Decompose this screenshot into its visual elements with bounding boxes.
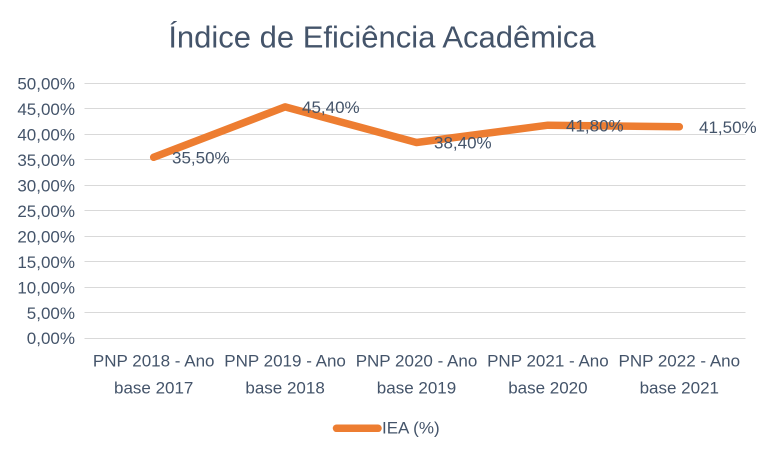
svg-text:20,00%: 20,00% [17,227,75,246]
svg-text:15,00%: 15,00% [17,253,75,272]
svg-text:38,40%: 38,40% [434,134,492,153]
svg-text:PNP 2020 - Ano: PNP 2020 - Ano [356,352,478,371]
svg-text:PNP 2021 - Ano: PNP 2021 - Ano [487,352,609,371]
svg-text:45,00%: 45,00% [17,100,75,119]
svg-text:45,40%: 45,40% [302,98,360,117]
svg-text:10,00%: 10,00% [17,278,75,297]
svg-text:PNP 2019 - Ano: PNP 2019 - Ano [224,352,346,371]
svg-text:base 2021: base 2021 [640,379,719,398]
svg-text:35,50%: 35,50% [172,149,230,168]
svg-text:41,80%: 41,80% [566,116,624,135]
svg-text:IEA (%): IEA (%) [382,419,440,438]
svg-text:base 2019: base 2019 [377,379,456,398]
svg-text:PNP 2022 - Ano: PNP 2022 - Ano [618,352,740,371]
svg-text:5,00%: 5,00% [27,304,75,323]
svg-text:base 2020: base 2020 [508,379,587,398]
svg-text:base 2018: base 2018 [245,379,324,398]
svg-text:30,00%: 30,00% [17,177,75,196]
svg-text:0,00%: 0,00% [27,329,75,348]
svg-text:50,00%: 50,00% [17,75,75,94]
svg-text:PNP 2018 - Ano: PNP 2018 - Ano [93,352,215,371]
svg-text:25,00%: 25,00% [17,202,75,221]
svg-text:41,50%: 41,50% [699,118,757,137]
svg-text:base 2017: base 2017 [114,379,193,398]
svg-text:40,00%: 40,00% [17,126,75,145]
svg-text:Índice de Eficiência Acadêmica: Índice de Eficiência Acadêmica [168,20,596,55]
svg-text:35,00%: 35,00% [17,151,75,170]
